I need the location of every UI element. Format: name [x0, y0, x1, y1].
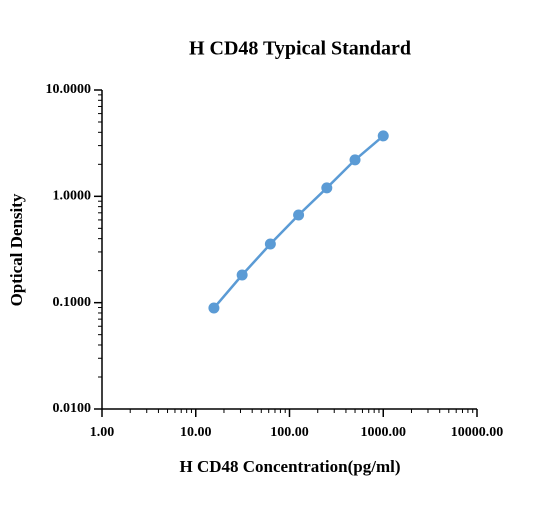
y-tick-label: 0.0100	[53, 401, 92, 416]
data-point	[236, 269, 248, 281]
y-axis-label: Optical Density	[7, 193, 26, 306]
data-point	[293, 209, 305, 221]
x-axis-label: H CD48 Concentration(pg/ml)	[180, 457, 401, 476]
x-tick-label: 10000.00	[451, 425, 504, 440]
data-point	[208, 302, 220, 314]
y-tick-label: 1.0000	[53, 189, 92, 204]
chart-title: H CD48 Typical Standard	[189, 38, 411, 60]
data-point	[264, 238, 276, 250]
data-point	[349, 154, 361, 166]
x-tick-label: 1.00	[90, 425, 115, 440]
y-tick-label: 0.1000	[53, 295, 92, 310]
x-tick-label: 10.00	[180, 425, 212, 440]
x-tick-label: 100.00	[270, 425, 309, 440]
data-point	[321, 182, 333, 194]
x-tick-label: 1000.00	[361, 425, 407, 440]
y-tick-label: 10.0000	[46, 82, 92, 97]
data-point	[377, 130, 389, 142]
